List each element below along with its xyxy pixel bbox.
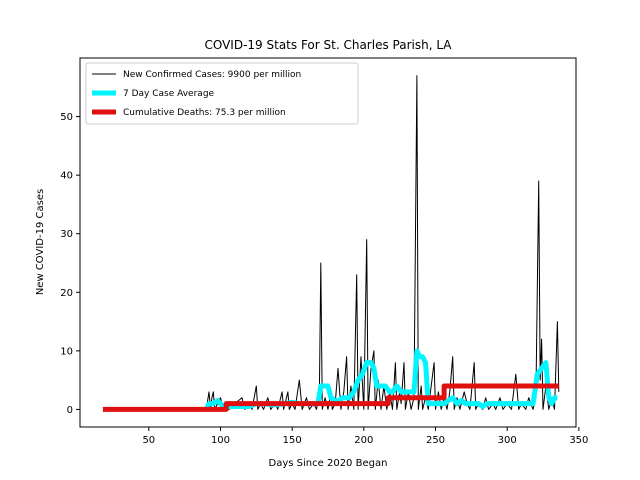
x-tick-label: 100 bbox=[211, 435, 230, 446]
y-tick-label: 10 bbox=[60, 346, 73, 357]
y-tick-label: 20 bbox=[60, 288, 73, 299]
series-layer bbox=[102, 75, 560, 412]
plot-frame bbox=[79, 57, 577, 428]
legend-box bbox=[85, 62, 359, 125]
series-line-2 bbox=[102, 383, 559, 412]
legend-label-deaths: Cumulative Deaths: 75.3 per million bbox=[123, 108, 286, 118]
legend-label-average: 7 Day Case Average bbox=[123, 89, 215, 99]
x-tick-label: 150 bbox=[283, 435, 302, 446]
legend: New Confirmed Cases: 9900 per million 7 … bbox=[85, 62, 359, 125]
y-tick-label: 30 bbox=[60, 229, 73, 240]
y-tick-label: 0 bbox=[67, 405, 73, 416]
chart-title: COVID-19 Stats For St. Charles Parish, L… bbox=[204, 38, 452, 52]
x-tick-label: 200 bbox=[354, 435, 373, 446]
x-tick-label: 250 bbox=[426, 435, 445, 446]
x-tick-label: 50 bbox=[142, 435, 155, 446]
y-axis-label: New COVID-19 Cases bbox=[35, 189, 46, 295]
x-tick-label: 300 bbox=[498, 435, 517, 446]
y-tick-label: 50 bbox=[60, 112, 73, 123]
x-axis-label: Days Since 2020 Began bbox=[269, 458, 388, 469]
y-tick-label: 40 bbox=[60, 171, 73, 182]
ticks-layer: 50 100 150 200 250 300 350 0 10 20 30 40 50 bbox=[60, 112, 588, 446]
x-tick-label: 350 bbox=[569, 435, 588, 446]
legend-label-cases: New Confirmed Cases: 9900 per million bbox=[123, 70, 301, 80]
